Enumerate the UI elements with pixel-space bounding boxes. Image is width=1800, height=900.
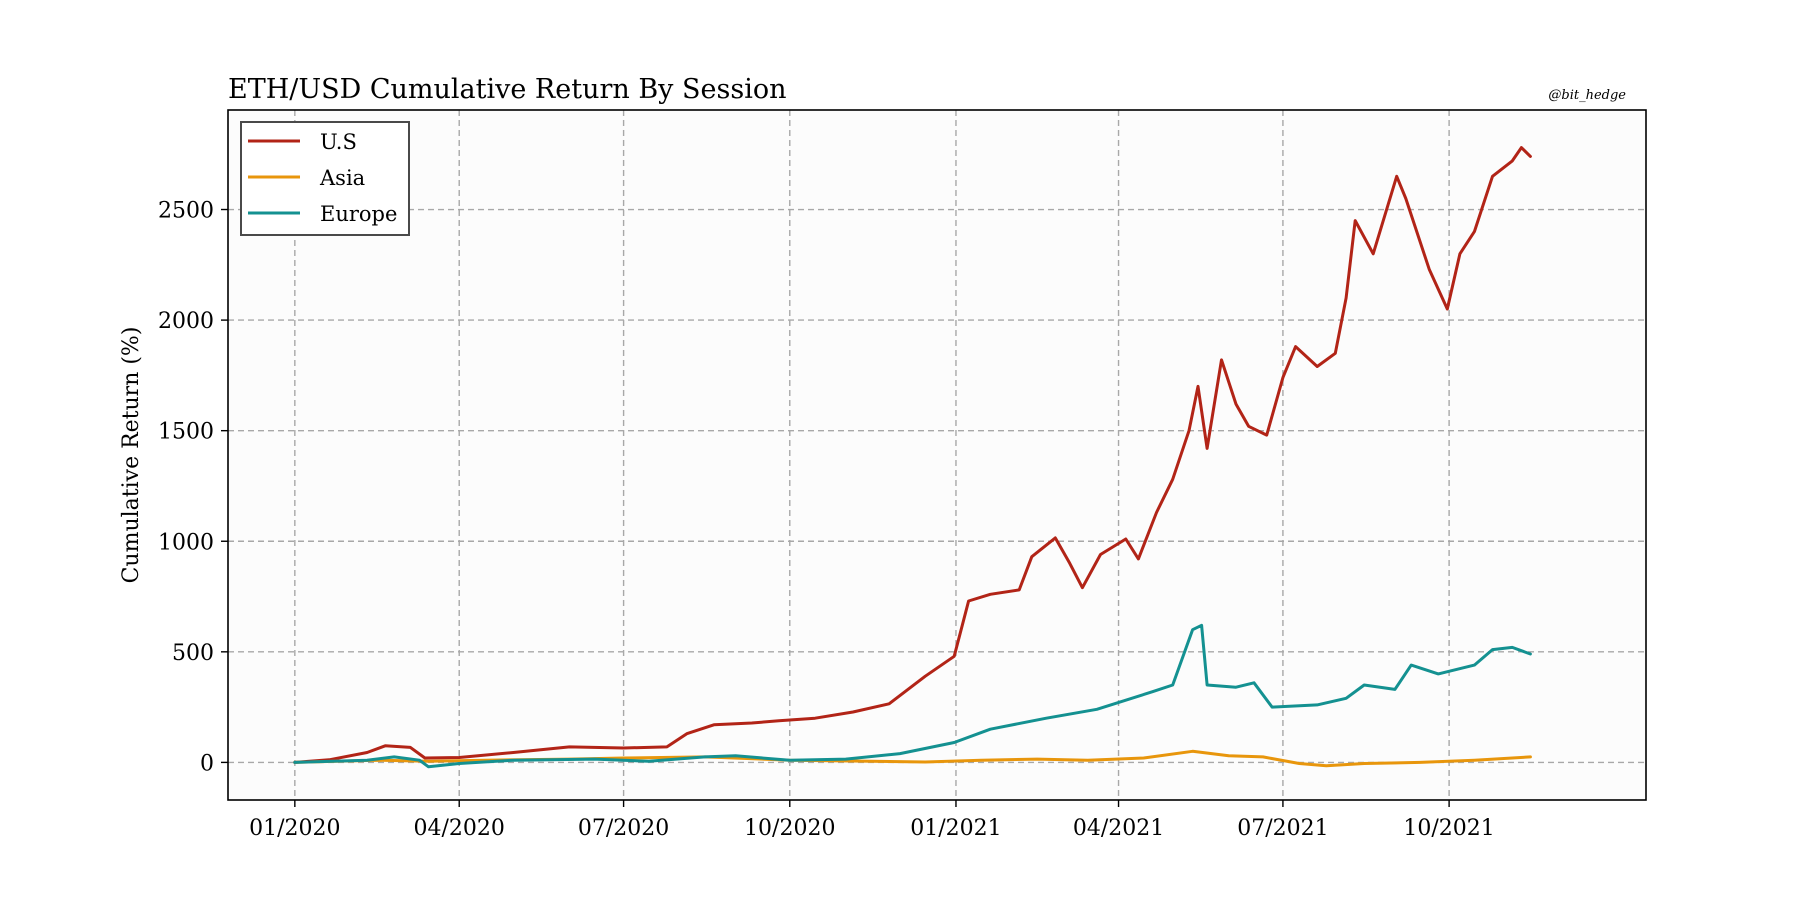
- chart-title: ETH/USD Cumulative Return By Session: [228, 74, 786, 105]
- y-tick-label: 1500: [158, 420, 214, 445]
- x-tick-label: 10/2020: [744, 816, 835, 841]
- x-tick-label: 01/2020: [249, 816, 340, 841]
- y-axis-label: Cumulative Return (%): [119, 327, 144, 584]
- y-tick-label: 0: [200, 751, 214, 776]
- legend: U.S Asia Europe: [240, 121, 410, 236]
- series-line-us: [293, 146, 1532, 764]
- legend-label-asia: Asia: [319, 166, 365, 190]
- series-line-europe: [293, 623, 1532, 769]
- x-tick-label: 04/2021: [1073, 816, 1164, 841]
- y-tick-label: 500: [172, 641, 214, 666]
- y-tick-label: 2500: [158, 199, 214, 224]
- axis-ticks: 01/2020 04/2020 07/2020 10/2020 01/2021 04/20…: [158, 199, 1495, 841]
- y-tick-label: 1000: [158, 530, 214, 555]
- watermark-text: @bit_hedge: [1548, 88, 1626, 103]
- plot-frame: [227, 109, 1647, 801]
- x-tick-label: 07/2020: [578, 816, 669, 841]
- x-tick-label: 07/2021: [1237, 816, 1328, 841]
- x-tick-label: 10/2021: [1403, 816, 1494, 841]
- x-tick-label: 01/2021: [910, 816, 1001, 841]
- x-tick-label: 04/2020: [414, 816, 505, 841]
- legend-label-us: U.S: [320, 130, 357, 154]
- plot-area: [228, 110, 1646, 800]
- series-group: [293, 146, 1532, 769]
- legend-label-europe: Europe: [320, 202, 397, 226]
- y-tick-label: 2000: [158, 309, 214, 334]
